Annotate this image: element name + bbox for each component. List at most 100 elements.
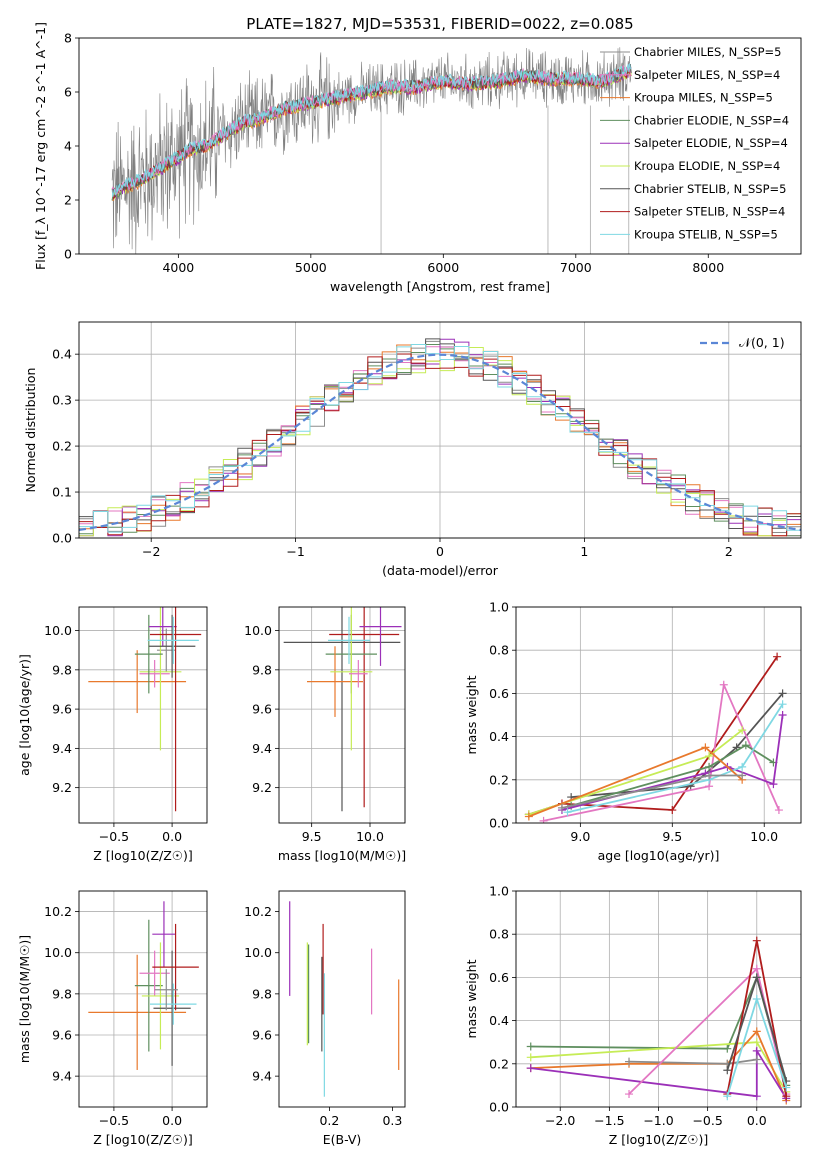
y-tick-label: 9.2: [52, 780, 72, 795]
weight-marker-chabrier_stelib: [723, 1066, 732, 1075]
histogram-salpeter_elodie: [79, 338, 801, 537]
y-tick-label: 9.4: [52, 1069, 72, 1084]
y-tick-label: 0.4: [489, 1013, 509, 1028]
weight-marker-kroupa_stelib: [778, 700, 787, 709]
y-tick-label: 0.2: [489, 772, 509, 787]
legend-entry: Kroupa ELODIE, N_SSP=4: [634, 159, 780, 173]
y-tick-label: 0.4: [489, 729, 509, 744]
x-tick-label: −1: [286, 544, 304, 559]
weight-marker-kroupa_stelib: [723, 1092, 732, 1101]
x-tick-label: −0.5: [692, 1113, 722, 1128]
y-tick-label: 10.0: [44, 945, 72, 960]
x-tick-label: 2: [725, 544, 733, 559]
weight-marker-chabrier_miles: [752, 1055, 761, 1064]
y-tick-label: 10.0: [244, 945, 272, 960]
weight-marker-chabrier_elodie: [723, 1044, 732, 1053]
weight-marker-kroupa_miles: [524, 812, 533, 821]
weight-marker-salpeter_elodie: [752, 1046, 761, 1055]
y-axis-label: Flux [f_λ 10^-17 erg cm^-2 s^-1 A^-1]: [33, 22, 48, 270]
y-tick-label: 10.0: [44, 623, 72, 638]
x-axis-label: Z [log10(Z/Z☉)]: [609, 1132, 709, 1147]
y-tick-label: 9.8: [252, 986, 272, 1001]
panel-mass-vs-EBV: 0.2 0.3 9.4 9.6 9.8 10.0 10.2 E(B-V): [244, 890, 406, 1147]
plot-area-mass-vs-Z: [88, 901, 199, 1070]
x-tick-label: −1.5: [594, 1113, 624, 1128]
x-tick-label: 10.0: [750, 829, 778, 844]
panel-weight-vs-age: 9.0 9.5 10.0 0.0 0.2 0.4 0.6 0.8 1.0 age [log10(a…: [464, 600, 802, 863]
axes-frame: [78, 606, 208, 824]
x-tick-label: 7000: [560, 260, 592, 275]
panel-mass-vs-Z: −0.5 0.0 9.4 9.6 9.8 10.0 10.2 Z [log10(Z/Z☉)] m…: [17, 890, 208, 1147]
normal-curve: [79, 353, 801, 531]
x-tick-label: −0.5: [99, 1113, 129, 1128]
y-tick-label: 0.0: [489, 1100, 509, 1115]
legend-entry: Salpeter ELODIE, N_SSP=4: [634, 136, 788, 150]
legend-entry: Chabrier STELIB, N_SSP=5: [634, 182, 786, 196]
y-tick-label: 4: [64, 139, 72, 154]
axes-frame: [78, 321, 802, 539]
weight-marker-chabrier_miles: [738, 771, 747, 780]
y-tick-label: 10.2: [244, 904, 272, 919]
weight-marker-salpeter_stelib: [773, 652, 782, 661]
weight-marker-salpeter_elodie: [778, 711, 787, 719]
y-tick-label: 0.8: [489, 927, 509, 942]
y-tick-label: 0.6: [489, 970, 509, 985]
model-line-kroupa_stelib: [111, 63, 632, 198]
weight-marker-kroupa_stelib: [752, 995, 761, 1003]
weight-marker-kroupa_elodie: [526, 1053, 535, 1062]
y-tick-label: 1.0: [489, 884, 509, 899]
y-tick-label: 10.0: [244, 623, 272, 638]
x-tick-label: 9.0: [570, 829, 590, 844]
plot-area-weight-vs-Z: [526, 936, 791, 1105]
y-tick-label: 9.8: [252, 662, 272, 677]
plot-layer: 4000 5000 6000 7000 8000 0 2 4 6 8 Chabrier MILES,…: [17, 22, 802, 1147]
plot-area-residual-histogram: [79, 338, 801, 537]
x-tick-label: −2: [142, 544, 160, 559]
y-tick-label: 1.0: [489, 600, 509, 615]
axes-frame: [278, 890, 406, 1108]
x-axis-label: (data-model)/error: [382, 563, 499, 578]
y-tick-label: 2: [64, 193, 72, 208]
y-tick-label: 0.0: [489, 816, 509, 831]
y-axis-label: age [log10(age/yr)]: [17, 654, 32, 776]
y-tick-label: 0.0: [52, 531, 72, 546]
x-axis-label: Z [log10(Z/Z☉)]: [93, 848, 193, 863]
weight-marker-salpeter_elodie: [769, 780, 778, 789]
plot-area-mass-vs-EBV: [289, 901, 400, 1097]
weight-line-salpeter_stelib: [528, 656, 778, 816]
weight-marker-salpeter_stelib: [782, 1092, 791, 1101]
y-axis-label: mass [log10(M/M☉)]: [17, 935, 32, 1063]
weight-marker-kroupa_elodie: [752, 1038, 761, 1047]
legend-entry: Salpeter STELIB, N_SSP=4: [634, 205, 785, 219]
x-tick-label: 10.0: [356, 829, 384, 844]
weight-line-kroupa_stelib: [567, 703, 784, 814]
x-tick-label: 0: [436, 544, 444, 559]
y-tick-label: 9.4: [52, 741, 72, 756]
y-tick-label: 0: [64, 247, 72, 262]
x-tick-label: 6000: [427, 260, 459, 275]
weight-marker-kroupa_elodie: [738, 726, 747, 735]
legend-entry: 𝒩(0, 1): [739, 335, 785, 350]
weight-marker-salpeter_miles: [539, 816, 548, 823]
histogram-salpeter_stelib: [79, 353, 801, 537]
x-tick-label: −1.0: [643, 1113, 673, 1128]
axes-frame: [78, 37, 802, 255]
weight-marker-chabrier_elodie: [741, 741, 750, 750]
weight-marker-chabrier_miles: [625, 1057, 634, 1066]
y-tick-label: 0.2: [52, 439, 72, 454]
weight-marker-kroupa_miles: [752, 1027, 761, 1036]
weight-line-chabrier_elodie: [570, 744, 774, 807]
weight-marker-salpeter_elodie: [752, 1092, 761, 1101]
x-tick-label: 0.0: [747, 1113, 767, 1128]
y-axis-label: mass weight: [464, 959, 479, 1038]
y-tick-label: 9.4: [252, 1069, 272, 1084]
x-tick-label: 0.2: [319, 1113, 339, 1128]
x-tick-label: 0.3: [382, 1113, 402, 1128]
y-tick-label: 9.8: [52, 986, 72, 1001]
x-tick-label: 8000: [692, 260, 724, 275]
x-tick-label: 1: [580, 544, 588, 559]
x-tick-label: 0.0: [162, 829, 182, 844]
weight-marker-chabrier_miles: [705, 771, 714, 780]
y-tick-label: 0.3: [52, 393, 72, 408]
legend-entry: Kroupa STELIB, N_SSP=5: [634, 227, 778, 241]
